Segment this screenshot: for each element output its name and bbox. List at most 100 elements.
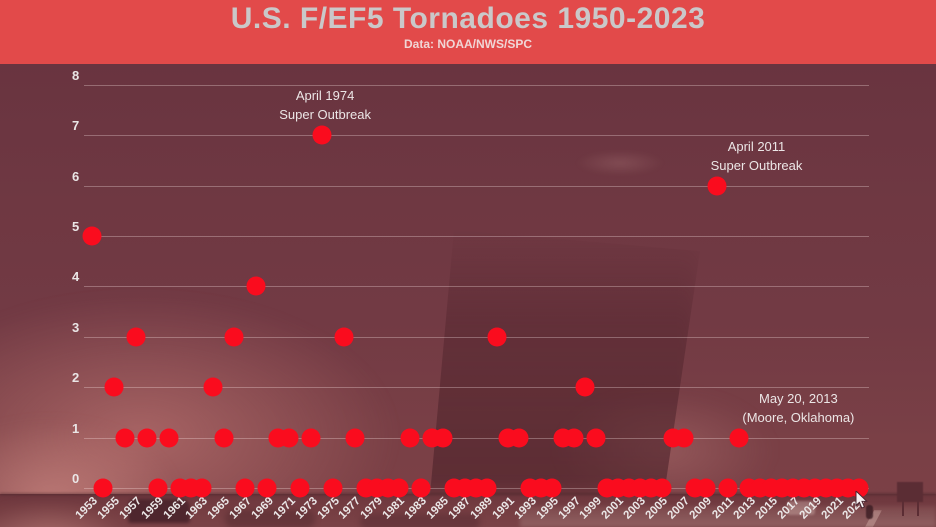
x-axis-label-text: 2005 <box>643 495 671 522</box>
annotation-2011: April 2011 Super Outbreak <box>711 137 803 175</box>
road-sign-post <box>902 501 904 516</box>
data-point-1990 <box>487 327 507 347</box>
y-axis-label: 8 <box>72 67 80 83</box>
x-axis-label-text: 2021 <box>818 495 846 522</box>
data-point-2007 <box>674 428 694 448</box>
bottom-left-glow <box>0 500 130 527</box>
gridline-y2 <box>84 387 869 389</box>
data-point-1985 <box>433 428 453 448</box>
data-point-2010 <box>707 176 727 196</box>
gridline-y6 <box>84 185 869 187</box>
y-axis-label: 3 <box>72 319 80 335</box>
x-axis-label-text: 2007 <box>665 495 693 522</box>
tornado-funnel-silhouette <box>430 230 700 495</box>
data-point-1995 <box>542 478 562 498</box>
x-axis-label-text: 1969 <box>249 495 276 522</box>
y-axis-label: 2 <box>72 370 80 386</box>
data-point-1977 <box>345 428 365 448</box>
gridline-y1 <box>84 437 869 439</box>
x-axis-label-text: 1975 <box>314 495 342 522</box>
x-axis-label-text: 1991 <box>490 495 517 522</box>
x-axis-label-text: 2003 <box>621 495 649 522</box>
x-axis-label-text: 2011 <box>709 495 736 522</box>
x-axis-label-text: 1987 <box>446 495 473 522</box>
data-point-1972 <box>290 478 310 498</box>
data-point-1965 <box>214 428 233 448</box>
x-axis-label-text: 1999 <box>577 495 605 522</box>
gridline-y8 <box>84 84 869 86</box>
data-point-1954 <box>93 478 113 498</box>
gridline-y5 <box>84 236 869 237</box>
x-axis-label-text: 1971 <box>271 495 298 522</box>
y-axis-label: 5 <box>72 219 80 234</box>
road-sign-silhouette <box>897 482 923 502</box>
vehicle-silhouette <box>128 499 190 523</box>
data-point-1955 <box>104 377 124 397</box>
y-axis-label: 7 <box>72 118 80 134</box>
gridline-y4 <box>84 286 869 288</box>
truck-silhouette <box>787 501 815 515</box>
x-axis-label-text: 1957 <box>117 495 145 522</box>
x-axis-label-text: 1995 <box>534 495 561 522</box>
x-axis-label-text: 1993 <box>512 495 539 522</box>
data-point-1958 <box>137 428 157 448</box>
data-point-1971 <box>279 428 299 448</box>
data-point-1992 <box>509 428 529 448</box>
mouse-cursor <box>855 491 868 509</box>
x-axis-label-text: 1961 <box>161 495 189 522</box>
y-axis-label: 1 <box>72 420 80 436</box>
data-point-1956 <box>115 428 135 448</box>
data-point-1997 <box>564 428 584 448</box>
x-axis-label-text: 1959 <box>139 495 167 522</box>
data-point-1960 <box>159 428 179 448</box>
x-axis-label-text: 2015 <box>753 495 780 522</box>
data-point-1998 <box>575 377 595 397</box>
person-silhouette <box>866 505 873 519</box>
chart-title: U.S. F/EF5 Tornadoes 1950-2023 <box>230 2 706 35</box>
gridline-y7 <box>84 135 869 137</box>
data-point-1963 <box>192 478 212 498</box>
annotation-line: April 2011 <box>727 138 786 154</box>
data-point-1969 <box>257 478 277 498</box>
data-point-1989 <box>477 478 496 498</box>
x-axis-label-text: 2013 <box>731 495 758 522</box>
x-axis-label-text: 1955 <box>95 495 123 522</box>
data-point-1968 <box>246 276 266 296</box>
x-axis-label-text: 1979 <box>358 495 386 522</box>
annotation-line: April 1974 <box>295 88 355 104</box>
x-axis-label-text: 1953 <box>73 495 101 522</box>
data-point-2023 <box>849 478 869 498</box>
data-point-1999 <box>586 428 606 448</box>
x-axis-label-text: 2009 <box>687 495 715 522</box>
x-axis-label-text: 1963 <box>183 495 211 522</box>
x-axis-label-text: 1989 <box>468 495 495 522</box>
data-point-1964 <box>203 377 222 397</box>
background-photo <box>0 64 936 527</box>
y-axis-label: 4 <box>72 269 80 285</box>
x-axis-label-text: 1985 <box>424 495 452 522</box>
y-axis-label: 0 <box>72 471 80 486</box>
data-point-1959 <box>148 478 168 498</box>
data-point-2005 <box>652 478 672 498</box>
x-axis-label-text: 1983 <box>402 495 430 522</box>
y-axis-label: 6 <box>72 168 80 184</box>
data-point-1973 <box>301 428 321 448</box>
shrub-silhouette <box>225 510 315 527</box>
x-axis-label-text: 1965 <box>205 495 232 522</box>
data-point-1981 <box>389 478 409 498</box>
x-axis-label-text: 1967 <box>227 495 254 522</box>
data-point-1966 <box>224 327 244 347</box>
data-point-2009 <box>696 478 716 498</box>
x-axis-label-text: 2017 <box>775 495 802 522</box>
shrub-silhouette <box>360 514 480 527</box>
data-point-1953 <box>82 226 102 246</box>
x-axis-label-text: 1981 <box>380 495 408 522</box>
annotation-line: Super Outbreak <box>279 107 371 123</box>
x-axis-label-text: 1977 <box>336 495 364 522</box>
data-point-2011 <box>718 478 737 498</box>
road-sign-post <box>917 501 919 516</box>
data-point-2012 <box>729 428 748 448</box>
x-axis-label-text: 2001 <box>599 495 627 522</box>
